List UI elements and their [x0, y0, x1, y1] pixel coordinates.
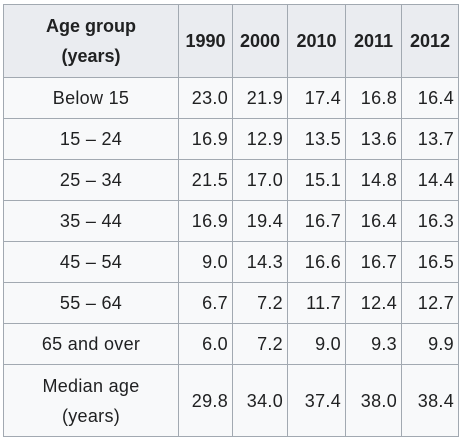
median-value: 38.4 [401, 364, 459, 437]
cell-value: 9.0 [287, 323, 346, 365]
cell-value: 16.6 [287, 241, 346, 283]
header-year-2010: 2010 [287, 4, 346, 78]
cell-value: 13.6 [345, 118, 402, 160]
cell-value: 12.7 [401, 282, 459, 324]
row-label: 15 – 24 [3, 118, 179, 160]
cell-value: 16.7 [345, 241, 402, 283]
cell-value: 12.4 [345, 282, 402, 324]
cell-value: 9.3 [345, 323, 402, 365]
table-row: 55 – 64 6.7 7.2 11.7 12.4 12.7 [3, 282, 459, 324]
header-age-group-line1: Age group [46, 16, 136, 36]
cell-value: 21.5 [178, 159, 233, 201]
cell-value: 23.0 [178, 77, 233, 119]
table-header-row: Age group (years) 1990 2000 2010 2011 20… [3, 4, 459, 78]
cell-value: 19.4 [232, 200, 288, 242]
header-age-group-line2: (years) [61, 46, 121, 66]
cell-value: 16.8 [345, 77, 402, 119]
median-age-row: Median age (years) 29.8 34.0 37.4 38.0 3… [3, 364, 459, 437]
table-row: Below 15 23.0 21.9 17.4 16.8 16.4 [3, 77, 459, 119]
header-year-2000: 2000 [232, 4, 288, 78]
age-distribution-table-container: Age group (years) 1990 2000 2010 2011 20… [3, 4, 459, 437]
cell-value: 16.9 [178, 118, 233, 160]
table-row: 45 – 54 9.0 14.3 16.6 16.7 16.5 [3, 241, 459, 283]
cell-value: 14.4 [401, 159, 459, 201]
median-age-label-line2: (years) [61, 405, 121, 426]
table-row: 15 – 24 16.9 12.9 13.5 13.6 13.7 [3, 118, 459, 160]
cell-value: 17.0 [232, 159, 288, 201]
median-value: 37.4 [287, 364, 346, 437]
cell-value: 16.3 [401, 200, 459, 242]
cell-value: 7.2 [232, 323, 288, 365]
cell-value: 7.2 [232, 282, 288, 324]
cell-value: 14.8 [345, 159, 402, 201]
header-year-2011: 2011 [345, 4, 402, 78]
cell-value: 16.9 [178, 200, 233, 242]
median-value: 29.8 [178, 364, 233, 437]
cell-value: 9.9 [401, 323, 459, 365]
table-row: 35 – 44 16.9 19.4 16.7 16.4 16.3 [3, 200, 459, 242]
row-label: 35 – 44 [3, 200, 179, 242]
cell-value: 17.4 [287, 77, 346, 119]
cell-value: 16.7 [287, 200, 346, 242]
table-row: 25 – 34 21.5 17.0 15.1 14.8 14.4 [3, 159, 459, 201]
cell-value: 13.5 [287, 118, 346, 160]
median-value: 34.0 [232, 364, 288, 437]
header-year-2012: 2012 [401, 4, 459, 78]
row-label: 25 – 34 [3, 159, 179, 201]
header-year-1990: 1990 [178, 4, 233, 78]
cell-value: 6.0 [178, 323, 233, 365]
median-age-label: Median age (years) [3, 364, 179, 437]
table-row: 65 and over 6.0 7.2 9.0 9.3 9.9 [3, 323, 459, 365]
cell-value: 12.9 [232, 118, 288, 160]
median-age-label-line1: Median age [42, 375, 140, 396]
cell-value: 13.7 [401, 118, 459, 160]
cell-value: 6.7 [178, 282, 233, 324]
cell-value: 15.1 [287, 159, 346, 201]
row-label: 45 – 54 [3, 241, 179, 283]
cell-value: 11.7 [287, 282, 346, 324]
age-distribution-table: Age group (years) 1990 2000 2010 2011 20… [3, 4, 459, 437]
row-label: 55 – 64 [3, 282, 179, 324]
row-label: 65 and over [3, 323, 179, 365]
cell-value: 21.9 [232, 77, 288, 119]
median-value: 38.0 [345, 364, 402, 437]
cell-value: 14.3 [232, 241, 288, 283]
cell-value: 16.5 [401, 241, 459, 283]
row-label: Below 15 [3, 77, 179, 119]
cell-value: 16.4 [345, 200, 402, 242]
cell-value: 9.0 [178, 241, 233, 283]
cell-value: 16.4 [401, 77, 459, 119]
header-age-group: Age group (years) [3, 4, 179, 78]
